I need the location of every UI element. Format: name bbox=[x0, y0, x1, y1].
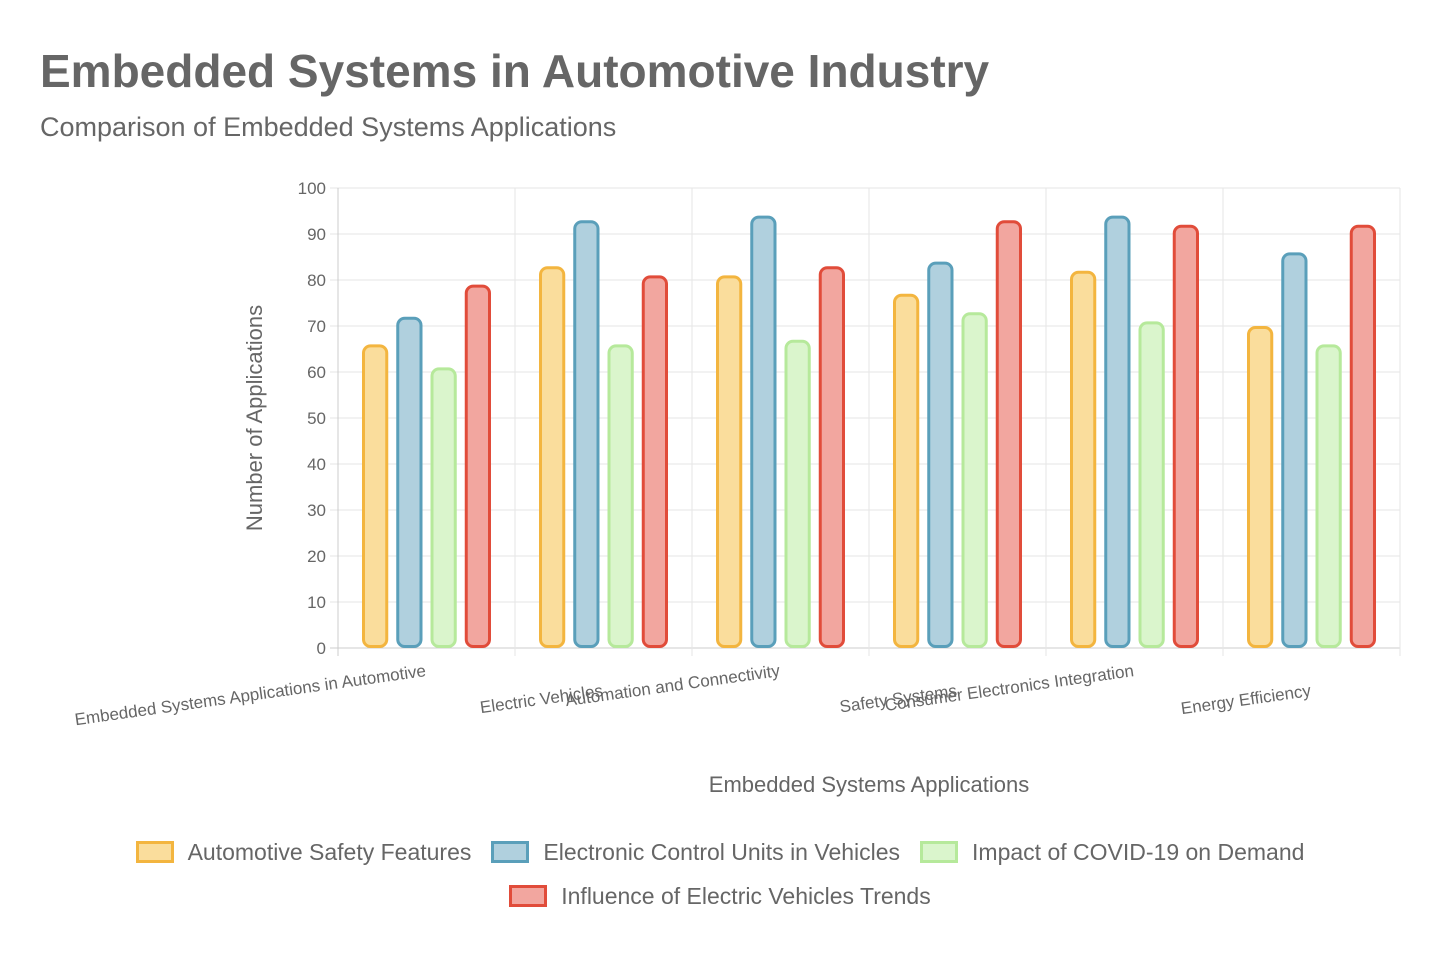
bar bbox=[464, 284, 491, 648]
chart-subtitle: Comparison of Embedded Systems Applicati… bbox=[40, 112, 617, 142]
bar bbox=[1247, 326, 1274, 648]
legend-item-influence-of-ev-trends[interactable]: Influence of Electric Vehicles Trends bbox=[509, 882, 931, 910]
y-tick-label: 60 bbox=[307, 363, 326, 382]
y-tick-label: 100 bbox=[298, 179, 326, 198]
bar bbox=[641, 275, 668, 648]
y-tick-label: 10 bbox=[307, 593, 326, 612]
bar bbox=[430, 367, 457, 648]
legend-swatch bbox=[920, 841, 959, 863]
y-tick-label: 70 bbox=[307, 317, 326, 336]
grid bbox=[330, 187, 1401, 656]
bar bbox=[961, 312, 988, 648]
bar bbox=[396, 316, 423, 648]
bar bbox=[750, 215, 777, 648]
legend: Automotive Safety Features Electronic Co… bbox=[0, 834, 1440, 922]
y-tick-label: 50 bbox=[307, 409, 326, 428]
bar bbox=[539, 266, 566, 648]
bar bbox=[1349, 224, 1376, 649]
legend-row: Automotive Safety Features Electronic Co… bbox=[0, 834, 1440, 870]
legend-item-impact-of-covid[interactable]: Impact of COVID-19 on Demand bbox=[920, 839, 1304, 866]
legend-label: Influence of Electric Vehicles Trends bbox=[561, 882, 931, 909]
legend-label: Automotive Safety Features bbox=[187, 838, 472, 865]
bar bbox=[607, 344, 634, 648]
bar bbox=[1281, 252, 1308, 648]
y-tick-label: 90 bbox=[307, 225, 326, 244]
legend-label: Impact of COVID-19 on Demand bbox=[972, 838, 1305, 865]
y-tick-label: 0 bbox=[317, 639, 326, 658]
x-axis-ticks: Embedded Systems Applications in Automot… bbox=[73, 661, 1312, 729]
bar bbox=[362, 344, 389, 648]
bar bbox=[818, 266, 845, 648]
x-tick-label: Energy Efficiency bbox=[1180, 681, 1313, 718]
legend-swatch bbox=[491, 841, 530, 863]
bars bbox=[362, 215, 1376, 649]
y-tick-label: 30 bbox=[307, 501, 326, 520]
legend-item-electronic-control-units[interactable]: Electronic Control Units in Vehicles bbox=[491, 839, 900, 866]
x-tick-label: Embedded Systems Applications in Automot… bbox=[73, 661, 427, 729]
bar bbox=[1070, 270, 1097, 648]
bar bbox=[716, 275, 743, 648]
x-axis-title: Embedded Systems Applications bbox=[709, 772, 1029, 797]
bar bbox=[784, 339, 811, 648]
legend-row: Influence of Electric Vehicles Trends bbox=[0, 878, 1440, 914]
legend-swatch bbox=[509, 885, 548, 907]
bar bbox=[995, 220, 1022, 648]
legend-label: Electronic Control Units in Vehicles bbox=[543, 838, 901, 865]
bar bbox=[893, 293, 920, 648]
bar bbox=[1315, 344, 1342, 648]
y-axis-ticks: 0 10 20 30 40 50 60 70 80 90 100 bbox=[298, 179, 326, 658]
bar-chart: 0 10 20 30 40 50 60 70 80 90 100 Embedded Systems … bbox=[73, 179, 1401, 797]
bar bbox=[1172, 224, 1199, 649]
y-tick-label: 80 bbox=[307, 271, 326, 290]
y-axis-title: Number of Applications bbox=[242, 305, 267, 531]
bar bbox=[1138, 321, 1165, 648]
legend-item-automotive-safety-features[interactable]: Automotive Safety Features bbox=[135, 838, 472, 866]
y-tick-label: 40 bbox=[307, 455, 326, 474]
chart-title: Embedded Systems in Automotive Industry bbox=[40, 45, 990, 97]
legend-swatch bbox=[135, 841, 174, 863]
y-tick-label: 20 bbox=[307, 547, 326, 566]
bar bbox=[573, 220, 600, 648]
bar bbox=[1104, 215, 1131, 648]
bar bbox=[927, 261, 954, 648]
